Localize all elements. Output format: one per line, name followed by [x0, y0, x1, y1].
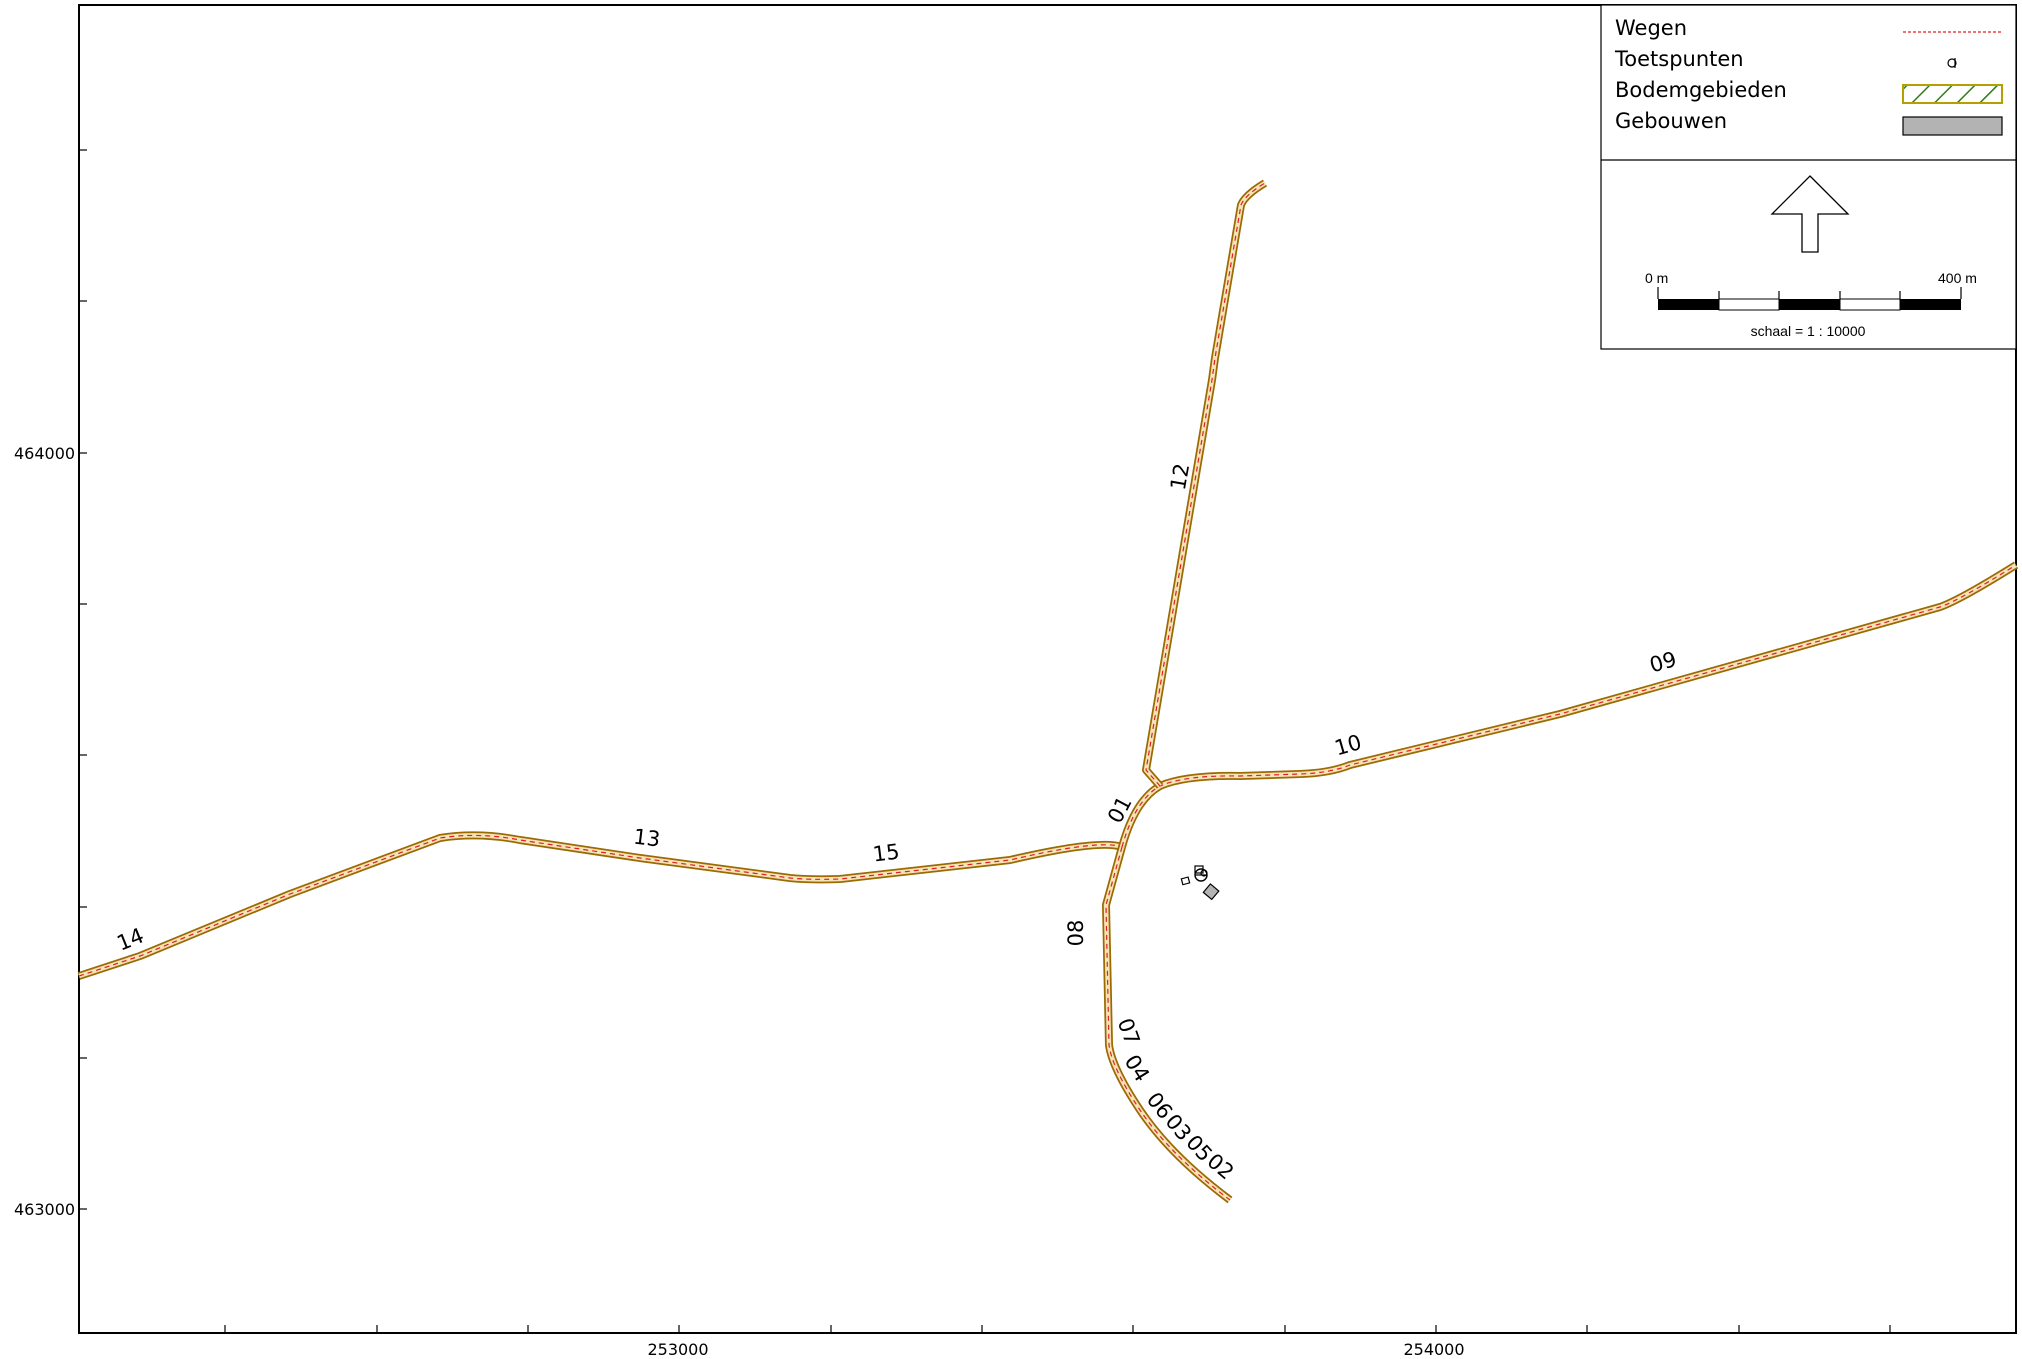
road-south — [1102, 845, 1233, 1204]
road-label-08: 08 — [1064, 920, 1088, 947]
road-label-13: 13 — [632, 825, 661, 852]
building — [1180, 876, 1191, 886]
x-tick-label-253000: 253000 — [647, 1340, 708, 1359]
building — [1202, 883, 1220, 901]
y-tick-label-464000: 464000 — [14, 444, 75, 463]
legend-label-bodemgebieden: Bodemgebieden — [1615, 78, 1787, 102]
scale-bar — [1657, 287, 1962, 311]
legend-label-toetspunten: Toetspunten — [1614, 47, 1744, 71]
road-label-15: 15 — [871, 840, 900, 867]
y-tick-label-463000: 463000 — [14, 1200, 75, 1219]
legend-label-wegen: Wegen — [1615, 16, 1687, 40]
legend-test-point-icon — [1947, 58, 1957, 68]
roads-layer — [77, 179, 2019, 1204]
legend-symbol-building — [1902, 116, 2003, 136]
buildings-cluster — [1180, 865, 1220, 901]
road-east — [1118, 561, 2019, 849]
y-axis-ticks — [79, 149, 87, 1210]
road-west — [77, 831, 1124, 980]
legend-symbol-soil-area — [1902, 84, 2003, 104]
test-point-icon — [1200, 869, 1208, 877]
x-tick-label-254000: 254000 — [1403, 1340, 1464, 1359]
road-north — [1142, 179, 1268, 789]
legend-panel: Wegen Toetspunten Bodemgebieden Gebouwen — [1600, 4, 2017, 350]
scale-ratio-label: schaal = 1 : 10000 — [1751, 323, 1866, 339]
north-arrow-icon — [1770, 175, 1850, 253]
x-axis-ticks — [224, 1325, 1891, 1333]
legend-label-gebouwen: Gebouwen — [1615, 109, 1727, 133]
road-label-12: 12 — [1166, 462, 1194, 492]
scale-end-label: 400 m — [1938, 270, 1977, 286]
scale-start-label: 0 m — [1645, 270, 1668, 286]
